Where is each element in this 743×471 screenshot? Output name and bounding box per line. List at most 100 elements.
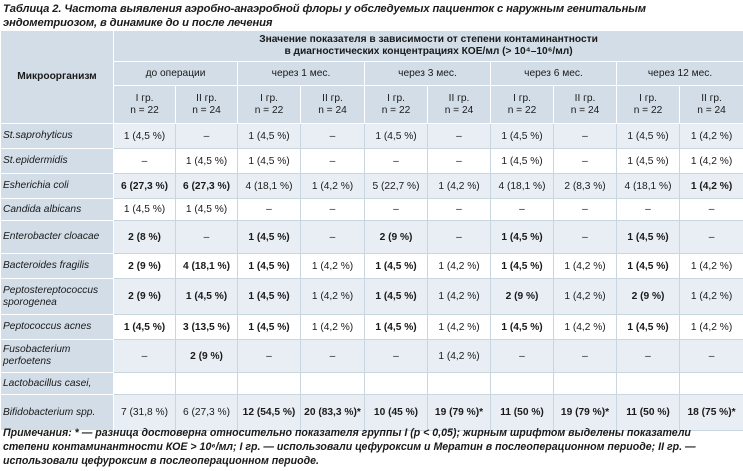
group-header: II гр. n = 24	[553, 85, 617, 124]
group-label: II гр.	[701, 93, 722, 104]
table-cell: 1 (4,2 %)	[300, 253, 365, 279]
table-cell: 1 (4,5 %)	[113, 314, 176, 340]
organism-name: Enterobacter cloacae	[0, 220, 114, 254]
table-cell: 4 (18,1 %)	[490, 173, 554, 199]
table-cell: 2 (9 %)	[113, 253, 176, 279]
table-cell: 11 (50 %)	[616, 394, 680, 431]
table-cell: 1 (4,2 %)	[553, 253, 617, 279]
table-cell	[300, 372, 365, 395]
results-table: Микроорганизм Значение показателя в зави…	[0, 30, 743, 431]
period-header-row: до операции через 1 мес. через 3 мес. через…	[1, 61, 743, 86]
group-size: n = 24	[570, 104, 600, 116]
table-cell: –	[113, 148, 176, 174]
table-cell: 1 (4,2 %)	[678, 148, 743, 174]
table-cell: 1 (4,5 %)	[364, 278, 428, 315]
group-header: II гр. n = 24	[678, 85, 743, 124]
table-cell: 1 (4,2 %)	[300, 278, 365, 315]
table-cell: 2 (9 %)	[113, 278, 176, 315]
main-header-line2: в диагностических концентрациях КОЕ/мл (…	[284, 46, 573, 57]
group-label: I гр.	[260, 93, 278, 104]
table-cell: 2 (9 %)	[490, 278, 554, 315]
group-label: I гр.	[513, 93, 531, 104]
table-cell: 1 (4,5 %)	[364, 123, 428, 149]
table-caption: Таблица 2. Частота выявления аэробно-ана…	[3, 3, 646, 29]
table-cell	[678, 372, 743, 395]
table-cell: 2 (9 %)	[175, 339, 238, 373]
table-cell: –	[553, 148, 617, 174]
group-size: n = 22	[633, 104, 663, 116]
table-cell: 1 (4,2 %)	[300, 173, 365, 199]
table-cell: –	[616, 339, 680, 373]
group-size: n = 22	[254, 104, 284, 116]
table-cell: 1 (4,5 %)	[237, 278, 301, 315]
table-cell: 1 (4,5 %)	[616, 314, 680, 340]
table-cell: 6 (27,3 %)	[113, 173, 176, 199]
table-cell: 1 (4,2 %)	[553, 278, 617, 315]
table-cell	[427, 372, 491, 395]
table-cell: 1 (4,5 %)	[364, 314, 428, 340]
group-label: I гр.	[639, 93, 657, 104]
table-row: Peptococcus acnes 1 (4,5 %) 3 (13,5 %) 1 (4…	[0, 314, 743, 340]
table-cell: –	[678, 339, 743, 373]
table-cell: 2 (8 %)	[113, 220, 176, 254]
group-size: n = 24	[318, 104, 347, 116]
table-cell: 1 (4,5 %)	[175, 148, 238, 174]
table-cell: 3 (13,5 %)	[175, 314, 238, 340]
table-cell: 1 (4,2 %)	[427, 253, 491, 279]
table-cell: 1 (4,5 %)	[364, 253, 428, 279]
group-size: n = 22	[381, 104, 411, 116]
table-row: Bifidobacterium spp. 7 (31,8 %) 6 (27,3 %)…	[0, 394, 743, 431]
organism-name: Candida albicans	[0, 198, 114, 221]
organism-name: Esherichia coli	[0, 173, 114, 199]
organism-column-header: Микроорганизм	[0, 30, 114, 124]
group-header: I гр. n = 22	[113, 85, 176, 124]
table-row: St.epidermidis –1 (4,5 %) 1 (4,5 %) – – –1 (4…	[0, 148, 743, 174]
group-header: I гр. n = 22	[490, 85, 554, 124]
table-cell: 1 (4,2 %)	[678, 123, 743, 149]
period-header: через 1 мес.	[237, 61, 365, 86]
table-cell: 1 (4,5 %)	[490, 148, 554, 174]
period-header: до операции	[113, 61, 238, 86]
group-label: II гр.	[322, 93, 343, 104]
table-cell: –	[490, 198, 554, 221]
table-cell: –	[427, 148, 491, 174]
table-cell: 1 (4,5 %)	[616, 123, 680, 149]
table-cell: –	[364, 198, 428, 221]
group-label: II гр.	[574, 93, 596, 104]
table-cell: 2 (8,3 %)	[553, 173, 617, 199]
table-cell: –	[678, 198, 743, 221]
table-cell: 1 (4,5 %)	[616, 148, 680, 174]
table-cell: –	[427, 123, 491, 149]
group-header: II гр. n = 24	[175, 85, 238, 124]
table-cell: 1 (4,5 %)	[113, 198, 176, 221]
group-size: n = 24	[192, 104, 221, 116]
table-cell: 1 (4,5 %)	[490, 314, 554, 340]
table-cell: –	[175, 123, 238, 149]
table-row: Enterobacter cloacae 2 (8 %) –1 (4,5 %) –2 …	[0, 220, 743, 254]
table-cell: 1 (4,5 %)	[490, 220, 554, 254]
table-row: Bacteroides fragilis 2 (9 %) 4 (18,1 %) 1 (…	[0, 253, 743, 279]
period-header: через 6 мес.	[490, 61, 617, 86]
table-cell: 4 (18,1 %)	[237, 173, 301, 199]
table-cell: 6 (27,3 %)	[175, 173, 238, 199]
group-header: I гр. n = 22	[237, 85, 301, 124]
table-cell: 4 (18,1 %)	[175, 253, 238, 279]
table-row: Fusobacterium perfoetens –2 (9 %) – – –1 (4,…	[0, 339, 743, 373]
table-cell: 1 (4,5 %)	[237, 220, 301, 254]
table-cell	[616, 372, 680, 395]
group-header-row: I гр. n = 22 II гр. n = 24 I гр. n = 22 II гр.…	[1, 85, 743, 124]
organism-name: St.saprohyticus	[0, 123, 114, 149]
table-cell: 10 (45 %)	[364, 394, 428, 431]
main-column-header: Значение показателя в зависимости от сте…	[112, 30, 743, 62]
table-cell: 1 (4,2 %)	[300, 314, 365, 340]
table-cell: 1 (4,5 %)	[237, 148, 301, 174]
table-cell: –	[300, 148, 365, 174]
table-cell: 1 (4,5 %)	[113, 123, 176, 149]
table-cell: 20 (83,3 %)*	[300, 394, 365, 431]
table-cell: –	[427, 220, 491, 254]
table-cell: 1 (4,5 %)	[237, 123, 301, 149]
table-cell: –	[300, 220, 365, 254]
table-cell: –	[427, 198, 491, 221]
organism-name: Peptostereptococcus sporogenea	[0, 278, 114, 315]
table-cell: 1 (4,2 %)	[427, 173, 491, 199]
